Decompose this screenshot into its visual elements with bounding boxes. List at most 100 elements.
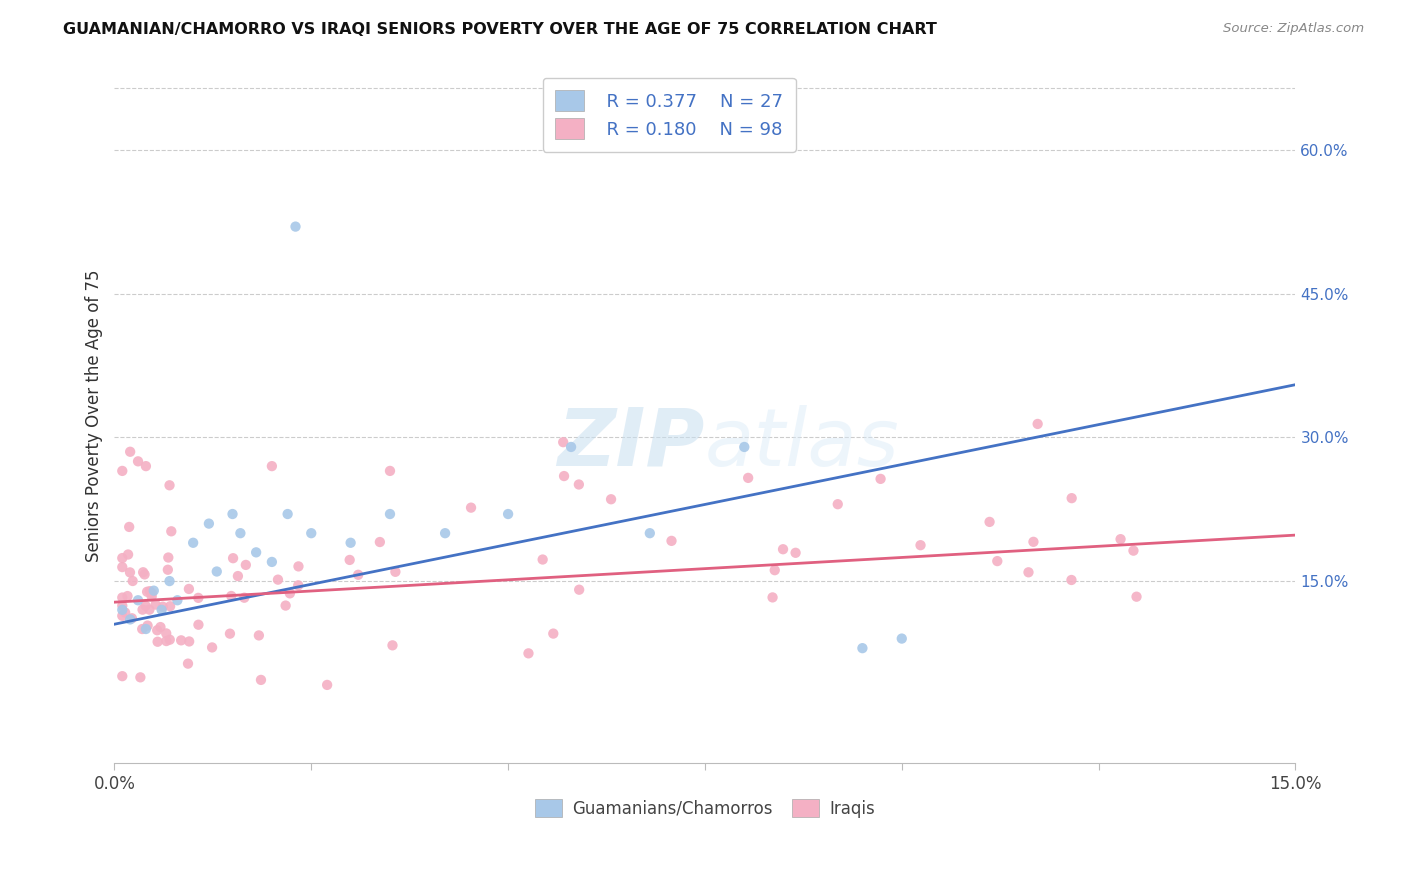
Point	[142, 583, 165, 598]
Point	[986, 554, 1008, 568]
Point	[274, 599, 297, 613]
Point	[553, 469, 575, 483]
Point	[434, 526, 457, 541]
Point	[121, 574, 143, 588]
Point	[1125, 590, 1147, 604]
Point	[222, 551, 245, 566]
Point	[568, 582, 591, 597]
Point	[159, 632, 181, 647]
Point	[135, 599, 157, 613]
Point	[226, 569, 249, 583]
Point	[638, 526, 661, 541]
Point	[111, 464, 134, 478]
Point	[127, 593, 149, 607]
Point	[155, 626, 177, 640]
Point	[316, 678, 339, 692]
Point	[851, 641, 873, 656]
Point	[117, 548, 139, 562]
Point	[1122, 543, 1144, 558]
Point	[159, 599, 181, 614]
Point	[118, 566, 141, 580]
Point	[187, 617, 209, 632]
Point	[1060, 573, 1083, 587]
Point	[146, 624, 169, 638]
Point	[120, 612, 142, 626]
Point	[219, 626, 242, 640]
Point	[179, 634, 201, 648]
Point	[384, 565, 406, 579]
Point	[260, 459, 283, 474]
Point	[155, 634, 177, 648]
Point	[159, 574, 181, 588]
Point	[381, 638, 404, 652]
Point	[1017, 566, 1039, 580]
Point	[979, 515, 1001, 529]
Point	[166, 593, 188, 607]
Point	[339, 553, 361, 567]
Point	[181, 535, 204, 549]
Point	[1022, 534, 1045, 549]
Point	[339, 535, 361, 549]
Point	[560, 440, 582, 454]
Point	[111, 591, 134, 605]
Point	[177, 582, 200, 596]
Point	[772, 114, 794, 128]
Point	[761, 591, 783, 605]
Point	[245, 545, 267, 559]
Point	[219, 589, 242, 603]
Point	[136, 584, 159, 599]
Point	[132, 566, 155, 580]
Point	[553, 435, 575, 450]
Point	[531, 552, 554, 566]
Point	[890, 632, 912, 646]
Point	[141, 590, 163, 604]
Point	[299, 526, 322, 541]
Point	[136, 618, 159, 632]
Point	[146, 634, 169, 648]
Point	[277, 507, 299, 521]
Point	[235, 558, 257, 572]
Point	[267, 573, 290, 587]
Point	[160, 524, 183, 539]
Point	[233, 591, 256, 605]
Point	[287, 578, 309, 592]
Point	[221, 507, 243, 521]
Point	[114, 606, 136, 620]
Text: Source: ZipAtlas.com: Source: ZipAtlas.com	[1223, 22, 1364, 36]
Point	[150, 603, 173, 617]
Point	[111, 599, 134, 613]
Point	[139, 584, 162, 599]
Point	[1109, 532, 1132, 546]
Point	[368, 535, 391, 549]
Point	[157, 550, 180, 565]
Point	[378, 507, 401, 521]
Point	[177, 657, 200, 671]
Point	[737, 471, 759, 485]
Point	[785, 546, 807, 560]
Point	[156, 563, 179, 577]
Point	[120, 444, 142, 458]
Legend: Guamanians/Chamorros, Iraqis: Guamanians/Chamorros, Iraqis	[529, 793, 882, 824]
Point	[131, 622, 153, 636]
Point	[284, 219, 307, 234]
Point	[111, 551, 134, 566]
Point	[152, 599, 174, 614]
Point	[600, 492, 623, 507]
Text: atlas: atlas	[704, 405, 900, 483]
Point	[543, 626, 565, 640]
Point	[145, 598, 167, 612]
Point	[159, 478, 181, 492]
Point	[131, 602, 153, 616]
Point	[138, 602, 160, 616]
Point	[134, 567, 156, 582]
Point	[1060, 491, 1083, 505]
Point	[135, 459, 157, 474]
Point	[141, 586, 163, 600]
Point	[198, 516, 221, 531]
Point	[287, 559, 309, 574]
Point	[117, 589, 139, 603]
Point	[827, 497, 849, 511]
Point	[111, 603, 134, 617]
Point	[118, 520, 141, 534]
Point	[772, 542, 794, 557]
